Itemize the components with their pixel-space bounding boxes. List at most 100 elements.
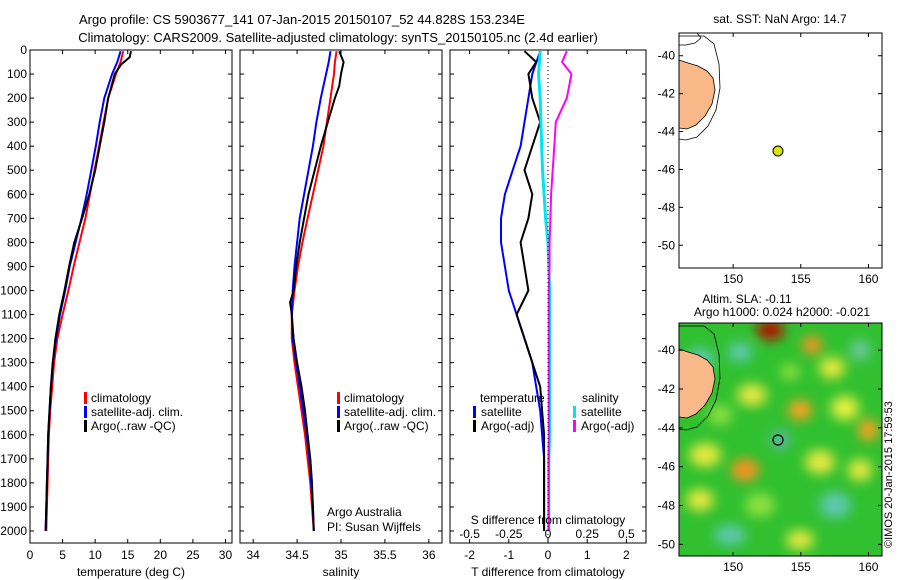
legend-label-argo: Argo(..raw -QC) bbox=[344, 419, 429, 433]
series-line bbox=[44, 50, 122, 532]
legend-title-temperature: temperature bbox=[480, 391, 545, 405]
sla-blob bbox=[728, 342, 752, 362]
legend-label-climatology: climatology bbox=[344, 391, 404, 405]
depth-tick-label: 700 bbox=[7, 211, 27, 225]
sst-map-shelf-contour bbox=[679, 35, 721, 141]
depth-tick-label: 1000 bbox=[0, 283, 27, 297]
argo-location-marker bbox=[772, 145, 784, 157]
salinity-annotation-line2: PI: Susan Wijffels bbox=[327, 520, 421, 534]
legend-swatch-sal-argo bbox=[573, 420, 576, 432]
x-tick-label: 0 bbox=[27, 548, 34, 562]
tasmania-landmass bbox=[679, 59, 716, 130]
legend-swatch-sal-satellite bbox=[573, 406, 576, 418]
sla-blob bbox=[780, 364, 800, 380]
x-tick-label: -2 bbox=[464, 548, 475, 562]
sst-map-title: sat. SST: NaN Argo: 14.7 bbox=[713, 12, 847, 26]
map-x-tick-label: 155 bbox=[791, 560, 811, 574]
series-line bbox=[44, 50, 132, 532]
map-y-tick-label: -46 bbox=[658, 162, 676, 176]
legend-title-salinity: salinity bbox=[582, 391, 619, 405]
depth-tick-label: 1700 bbox=[0, 452, 27, 466]
series-line bbox=[500, 50, 546, 531]
legend-swatch-argo bbox=[337, 420, 340, 432]
x-tick-label: -1 bbox=[503, 548, 514, 562]
sla-blob bbox=[819, 357, 845, 379]
x-axes: 0 5 10 15 20 25 30 34 34.5 35 35.5 36 -2 -1 0 1 2 -0.5 -0.… bbox=[27, 50, 635, 562]
depth-tick-label: 600 bbox=[7, 187, 27, 201]
depth-tick-label: 1500 bbox=[0, 404, 27, 418]
legend-swatch-climatology bbox=[84, 392, 87, 404]
sla-blob bbox=[737, 384, 767, 406]
depth-tick-label: 1100 bbox=[1, 308, 27, 322]
legend-swatch-climatology bbox=[337, 392, 340, 404]
salinity-legend: climatology satellite-adj. clim. Argo(..… bbox=[337, 391, 436, 433]
depth-tick-label: 2000 bbox=[0, 524, 27, 538]
credit-stamp: ©IMOS 20-Jan-2015 17:59:53 bbox=[883, 401, 895, 548]
x-tick-label: 1 bbox=[584, 548, 591, 562]
depth-tick-label: 1900 bbox=[0, 500, 27, 514]
sla-blob bbox=[686, 489, 714, 511]
series-line bbox=[290, 51, 338, 532]
sla-blob bbox=[802, 336, 822, 354]
sla-blob bbox=[745, 493, 775, 517]
x-tick-label: 15 bbox=[121, 548, 135, 562]
temperature-panel bbox=[29, 49, 233, 544]
x-top-tick-label: 0.5 bbox=[618, 527, 635, 541]
legend-label-temp-argo: Argo(-adj) bbox=[481, 419, 534, 433]
map-y-tick-label: -42 bbox=[658, 87, 676, 101]
depth-tick-label: 1600 bbox=[0, 428, 27, 442]
legend-swatch-argo bbox=[84, 420, 87, 432]
series-line bbox=[547, 50, 573, 531]
x-tick-label: 25 bbox=[186, 548, 200, 562]
depth-tick-label: 1800 bbox=[0, 476, 27, 490]
sla-blob bbox=[756, 323, 784, 340]
sla-map bbox=[679, 323, 882, 556]
salinity-annotation-line1: Argo Australia bbox=[327, 505, 402, 519]
x-tick-label: 2 bbox=[623, 548, 630, 562]
sla-blob bbox=[786, 530, 814, 550]
sla-map-axes: 150 155 160 -40 -42 -44 -46 -48 -50 bbox=[658, 323, 882, 574]
map-x-tick-label: 150 bbox=[723, 272, 743, 286]
depth-tick-label: 900 bbox=[7, 259, 27, 273]
legend-label-climatology: climatology bbox=[91, 391, 151, 405]
series-line bbox=[515, 50, 546, 531]
map-y-tick-label: -44 bbox=[658, 125, 676, 139]
map-x-tick-label: 155 bbox=[791, 272, 811, 286]
x-top-tick-label: 0.25 bbox=[576, 527, 600, 541]
sla-blob bbox=[850, 340, 870, 360]
map-y-tick-label: -50 bbox=[658, 537, 676, 551]
map-y-tick-label: -42 bbox=[658, 382, 676, 396]
sla-blob bbox=[708, 405, 732, 425]
legend-swatch-satellite bbox=[337, 406, 340, 418]
depth-tick-label: 300 bbox=[7, 115, 27, 129]
x-tick-label: 34 bbox=[246, 548, 260, 562]
temperature-legend: climatology satellite-adj. clim. Argo(..… bbox=[84, 391, 183, 433]
sla-blob bbox=[819, 492, 851, 518]
map-x-tick-label: 160 bbox=[858, 560, 878, 574]
depth-tick-label: 0 bbox=[20, 43, 27, 57]
depth-tick-label: 800 bbox=[7, 235, 27, 249]
temperature-series bbox=[44, 50, 132, 532]
sla-blob bbox=[805, 450, 835, 474]
sla-blob bbox=[714, 525, 746, 545]
x-tick-label: 20 bbox=[154, 548, 168, 562]
depth-tick-label: 1300 bbox=[0, 356, 27, 370]
tasmania-landmass bbox=[679, 348, 716, 419]
map-y-tick-label: -40 bbox=[658, 343, 676, 357]
sla-blob bbox=[689, 443, 721, 467]
legend-label-satellite: satellite-adj. clim. bbox=[91, 405, 183, 419]
map-y-tick-label: -44 bbox=[658, 421, 676, 435]
sla-blob bbox=[858, 419, 878, 441]
argo-location-marker bbox=[772, 434, 784, 446]
depth-tick-label: 1200 bbox=[0, 332, 27, 346]
difference-legend: temperature satellite Argo(-adj) salinit… bbox=[473, 391, 634, 433]
map-y-tick-label: -40 bbox=[658, 49, 676, 63]
map-y-tick-label: -48 bbox=[658, 499, 676, 513]
x-tick-label: 5 bbox=[59, 548, 66, 562]
legend-label-argo: Argo(..raw -QC) bbox=[91, 419, 176, 433]
x-tick-label: 30 bbox=[219, 548, 233, 562]
x-tick-label: 35 bbox=[334, 548, 348, 562]
sla-blob bbox=[831, 396, 859, 420]
difference-series bbox=[500, 50, 573, 543]
depth-axis: 0 100 200 300 400 500 600 700 800 900 1000 1100 1200… bbox=[0, 43, 646, 538]
